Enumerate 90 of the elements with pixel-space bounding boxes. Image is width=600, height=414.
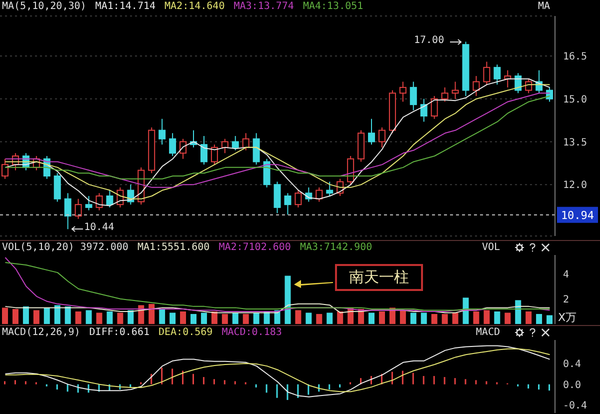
candlestick <box>368 118 376 146</box>
candlestick <box>410 81 417 111</box>
bar <box>546 315 553 324</box>
bar <box>96 312 102 324</box>
bar <box>462 298 469 324</box>
text: MA2:7102.600 <box>218 242 291 253</box>
text: MA2:14.640 <box>164 1 225 12</box>
candlestick <box>284 192 292 216</box>
bar <box>316 314 322 324</box>
bar <box>494 311 500 324</box>
text: DIFF:0.661 <box>89 327 150 338</box>
candlestick <box>378 126 386 148</box>
y-tick-label: 13.5 <box>563 137 588 148</box>
candlestick <box>64 192 72 230</box>
bar <box>117 312 124 324</box>
y-tick-label: 4 <box>563 269 570 280</box>
bar <box>64 306 71 324</box>
bar <box>410 312 416 324</box>
bar <box>22 306 29 324</box>
ref-line-label: 10.94 <box>560 208 594 222</box>
bar <box>170 312 176 324</box>
chart-title: MACD(12,26,9) <box>2 327 80 338</box>
candlestick <box>96 192 103 211</box>
bar <box>232 312 238 324</box>
bar <box>431 314 438 324</box>
text: MACD <box>476 327 500 338</box>
bar <box>253 312 260 324</box>
bar <box>54 305 60 324</box>
text: MA3:13.774 <box>234 1 294 12</box>
text: MA4:13.051 <box>302 1 364 12</box>
text: MA1:14.714 <box>95 1 156 12</box>
chart-subtitle: MACD:0.183 <box>222 327 282 338</box>
annotation: 17.00 <box>414 34 444 46</box>
bar <box>306 312 312 324</box>
candlestick <box>252 132 260 166</box>
annotation: 10.44 <box>84 222 114 234</box>
text: MA <box>538 1 550 12</box>
bar <box>536 314 542 324</box>
bar <box>337 311 344 324</box>
candlestick <box>169 132 176 156</box>
bar <box>211 311 218 324</box>
text: VOL <box>482 242 500 253</box>
bar <box>86 310 92 324</box>
bar <box>2 308 8 324</box>
bar <box>159 308 166 324</box>
bar <box>190 314 196 324</box>
candlestick <box>200 136 208 166</box>
candlestick <box>399 81 406 102</box>
bar <box>284 276 291 324</box>
bar <box>242 314 249 324</box>
bar <box>452 312 458 324</box>
y-tick-label: 2 <box>563 294 570 306</box>
y-tick-label: 16.5 <box>563 52 588 63</box>
bar <box>180 311 186 324</box>
bar <box>75 311 82 324</box>
y-tick-label: 12.0 <box>563 180 588 192</box>
candlestick <box>430 96 438 120</box>
y-tick-label: 0.0 <box>563 380 582 391</box>
bar <box>222 314 228 324</box>
bar <box>128 310 134 324</box>
text: MA1:5551.600 <box>137 242 210 253</box>
chart-title: VOL(5,10,20) 3972.000 <box>2 242 128 253</box>
annotation: 南天一柱 <box>334 264 423 291</box>
bar <box>442 314 448 324</box>
bar <box>515 300 522 324</box>
candlestick <box>452 81 459 100</box>
y-tick-label: -0.4 <box>563 400 588 412</box>
bar <box>148 304 155 324</box>
bar <box>200 312 207 324</box>
text: DEA:0.569 <box>158 327 213 338</box>
bar <box>33 310 40 324</box>
bar <box>326 312 333 324</box>
bar <box>44 308 50 324</box>
bar <box>106 311 113 324</box>
bar <box>400 310 406 324</box>
y-axis-title: X万 <box>558 310 577 325</box>
bar <box>378 311 385 324</box>
bar <box>473 311 480 324</box>
chart-title: MA(5,10,20,30) <box>2 1 86 12</box>
bar <box>484 310 490 324</box>
bar <box>295 310 302 324</box>
bar <box>526 311 532 324</box>
y-tick-label: 15.0 <box>563 94 588 106</box>
text: MA3:7142.900 <box>300 242 372 253</box>
bar <box>12 308 18 324</box>
bar <box>368 312 375 324</box>
bar <box>420 312 427 324</box>
bar <box>504 312 511 324</box>
y-tick-label: 0.4 <box>563 359 582 370</box>
candlestick <box>242 132 250 151</box>
